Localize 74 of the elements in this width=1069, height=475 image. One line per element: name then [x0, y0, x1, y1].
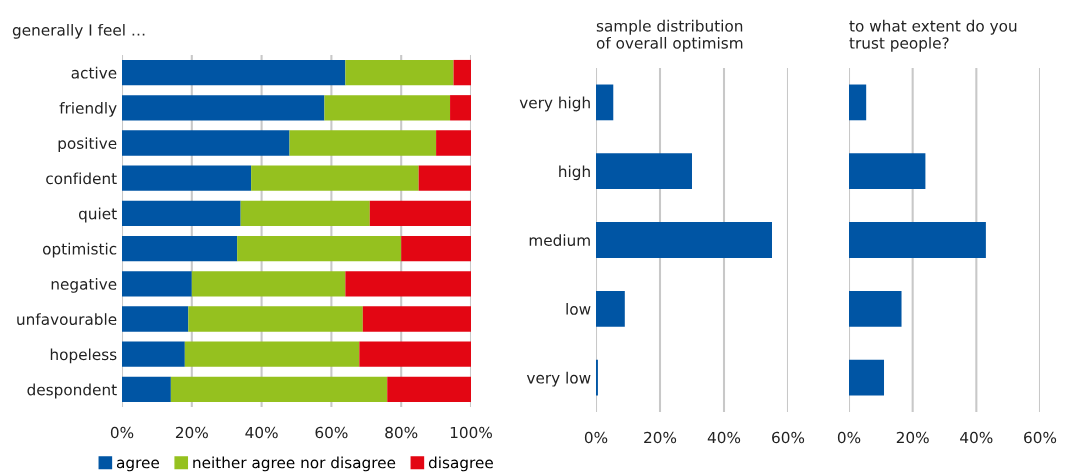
bar — [122, 341, 185, 367]
bar — [122, 271, 192, 297]
bar — [170, 376, 388, 403]
x-tick-label: 100% — [450, 426, 492, 439]
x-tick-label: 20% — [175, 426, 208, 439]
bar — [289, 130, 437, 156]
bar — [122, 165, 252, 191]
y-tick-label: low — [566, 303, 591, 315]
bar — [191, 271, 346, 297]
bar — [122, 306, 189, 332]
bar — [369, 200, 471, 227]
x-tick-label: 20% — [896, 431, 929, 444]
bar — [184, 341, 360, 367]
bar — [324, 95, 451, 121]
bar — [122, 95, 325, 121]
bar — [418, 165, 471, 191]
bar — [596, 290, 625, 327]
x-tick-label: 0% — [584, 431, 608, 444]
bar — [596, 153, 692, 190]
bar — [436, 130, 471, 156]
y-tick-label: negative — [51, 278, 117, 293]
bar — [188, 306, 363, 332]
y-tick-label: confident — [46, 172, 117, 185]
x-tick-label: 0% — [110, 426, 134, 439]
bar — [359, 341, 471, 367]
bar — [122, 235, 238, 262]
chart-title: sample distribution of overall optimism — [596, 19, 743, 52]
x-tick-label: 0% — [837, 431, 861, 444]
bar — [450, 95, 471, 121]
bar — [122, 59, 346, 86]
y-tick-label: unfavourable — [17, 313, 117, 326]
bar — [122, 376, 171, 403]
y-tick-label: despondent — [27, 383, 117, 399]
x-tick-label: 60% — [1024, 431, 1057, 444]
y-tick-label: quiet — [78, 207, 117, 223]
x-tick-label: 40% — [960, 431, 993, 444]
bar — [849, 222, 986, 258]
y-tick-label: friendly — [59, 102, 117, 117]
bar — [453, 59, 471, 86]
y-tick-label: very high — [519, 96, 590, 112]
bar — [387, 376, 471, 403]
y-tick-label: hopeless — [50, 348, 117, 364]
x-tick-label: 60% — [315, 426, 348, 439]
bar — [362, 306, 471, 332]
x-tick-label: 40% — [707, 431, 741, 444]
legend-label: neither agree nor disagree — [193, 456, 396, 472]
y-tick-label: active — [71, 66, 117, 79]
bar — [596, 222, 772, 258]
x-tick-label: 80% — [385, 426, 418, 439]
bar — [849, 290, 902, 327]
y-tick-label: optimistic — [42, 242, 117, 258]
chart-title: generally I feel … — [12, 23, 145, 39]
x-tick-label: 40% — [245, 426, 278, 439]
x-tick-label: 60% — [772, 431, 805, 444]
y-tick-label: high — [559, 165, 590, 181]
y-tick-label: positive — [58, 137, 117, 152]
x-tick-label: 20% — [644, 431, 677, 444]
bar — [345, 59, 454, 86]
bar — [849, 359, 885, 396]
bar — [401, 235, 471, 262]
bar — [849, 84, 867, 121]
bar — [122, 200, 241, 227]
bar — [240, 200, 370, 227]
bar — [849, 153, 926, 190]
bar — [237, 235, 402, 262]
legend-label: agree — [116, 459, 160, 472]
y-tick-label: medium — [529, 234, 590, 247]
bar — [596, 84, 614, 121]
legend-label: disagree — [428, 456, 493, 472]
bar — [122, 130, 290, 156]
y-tick-label: very low — [526, 371, 591, 387]
bar — [251, 165, 419, 191]
bar — [345, 271, 471, 297]
chart-title: to what extent do you trust people? — [849, 19, 1017, 52]
